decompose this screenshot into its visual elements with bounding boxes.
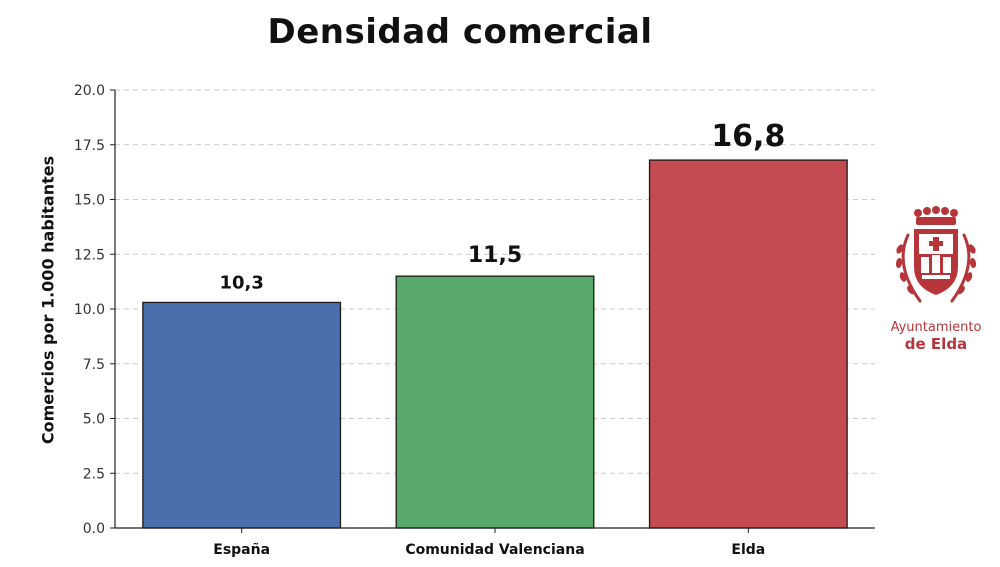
y-tick-label: 12.5 — [74, 247, 105, 263]
y-tick-label: 5.0 — [83, 412, 105, 428]
chart-title: Densidad comercial — [267, 12, 653, 52]
y-tick-label: 2.5 — [83, 466, 105, 482]
data-label-2: 16,8 — [711, 119, 785, 154]
data-labels: 10,3 11,5 16,8 — [219, 119, 785, 293]
logo-text-de-elda: de Elda — [904, 335, 968, 353]
ayuntamiento-elda-logo: Ayuntamiento de Elda — [876, 205, 996, 353]
data-label-0: 10,3 — [219, 272, 263, 293]
y-axis-ticks: 0.0 2.5 5.0 7.5 10.0 12.5 15.0 17.5 20.0 — [74, 83, 115, 537]
data-label-1: 11,5 — [468, 243, 522, 268]
y-tick-label: 15.0 — [74, 193, 105, 209]
bar-2 — [648, 159, 848, 529]
bar-1 — [395, 275, 595, 529]
y-tick-label: 0.0 — [83, 521, 105, 537]
bars — [142, 159, 848, 529]
y-tick-label: 17.5 — [74, 138, 105, 154]
category-label-1: Comunidad Valenciana — [405, 542, 584, 558]
coat-of-arms-icon — [895, 206, 977, 303]
category-labels: España Comunidad Valenciana Elda — [213, 528, 765, 558]
category-label-0: España — [213, 542, 270, 558]
y-tick-label: 10.0 — [74, 302, 105, 318]
y-tick-label: 7.5 — [83, 357, 105, 373]
bar-0 — [142, 301, 342, 529]
logo-text-ayuntamiento: Ayuntamiento — [890, 320, 982, 335]
y-tick-label: 20.0 — [74, 83, 105, 99]
category-label-2: Elda — [731, 542, 765, 558]
